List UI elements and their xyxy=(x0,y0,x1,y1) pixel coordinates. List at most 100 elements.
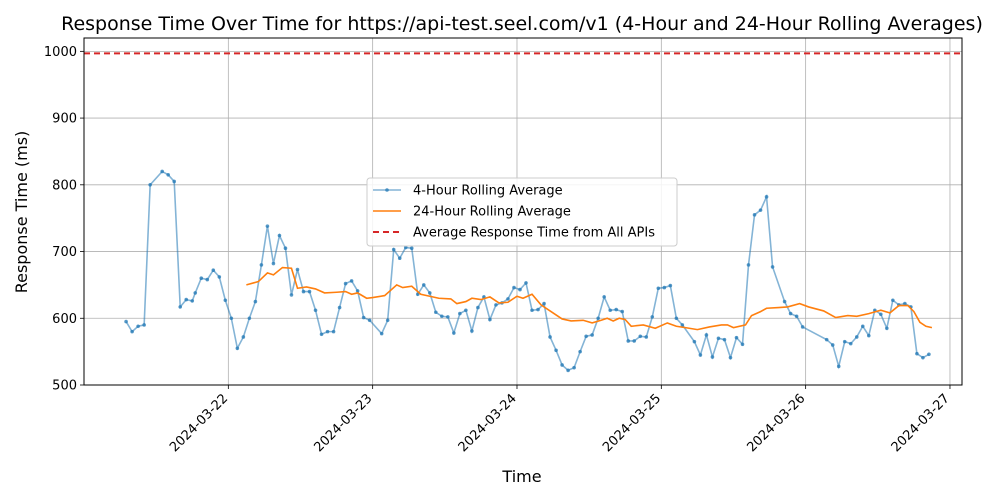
rolling-4h-point xyxy=(644,335,649,339)
rolling-4h-point xyxy=(860,324,865,329)
rolling-4h-point xyxy=(271,261,276,266)
rolling-4h-point xyxy=(385,318,390,323)
rolling-4h-point xyxy=(301,289,306,294)
rolling-4h-point xyxy=(476,305,480,310)
rolling-4h-point xyxy=(277,233,282,238)
rolling-4h-point xyxy=(548,335,552,339)
rolling-4h-point xyxy=(403,245,408,250)
rolling-4h-point xyxy=(367,318,372,323)
rolling-4h-point xyxy=(397,256,402,261)
series-layer xyxy=(84,52,962,373)
rolling-4h-point xyxy=(337,305,342,310)
rolling-4h-point xyxy=(421,283,426,287)
rolling-4h-point xyxy=(494,303,498,307)
rolling-4h-point xyxy=(614,307,619,312)
rolling-4h-point xyxy=(379,331,384,336)
y-tick-label: 800 xyxy=(52,178,77,193)
rolling-4h-point xyxy=(295,267,300,272)
rolling-4h-point xyxy=(752,213,757,217)
rolling-4h-point xyxy=(361,315,366,320)
rolling-4h-point xyxy=(566,368,570,373)
rolling-4h-point xyxy=(866,333,871,338)
rolling-4h-point xyxy=(409,246,414,250)
rolling-4h-point xyxy=(710,355,715,359)
rolling-4h-point xyxy=(452,331,456,335)
rolling-4h-point xyxy=(656,286,661,291)
rolling-4h-point xyxy=(848,341,853,346)
rolling-4h-point xyxy=(824,337,829,342)
rolling-4h-point xyxy=(662,285,667,290)
rolling-4h-point xyxy=(608,308,612,313)
rolling-4h-point xyxy=(130,329,134,334)
y-tick-label: 700 xyxy=(52,245,77,260)
rolling-4h-point xyxy=(205,277,210,282)
rolling-4h-point xyxy=(632,339,637,343)
rolling-4h-point xyxy=(740,342,745,347)
x-axis-title: Time xyxy=(501,467,541,486)
rolling-4h-point xyxy=(560,363,564,367)
rolling-4h-point xyxy=(124,319,128,324)
rolling-4h-point xyxy=(758,208,763,212)
rolling-4h-point xyxy=(458,311,462,316)
rolling-4h-point xyxy=(542,301,546,306)
rolling-4h-point xyxy=(915,351,919,356)
rolling-4h-point xyxy=(734,335,739,340)
rolling-4h-point xyxy=(217,275,222,279)
rolling-4h-point xyxy=(427,291,432,295)
rolling-4h-point xyxy=(166,173,170,177)
rolling-4h-point xyxy=(289,293,294,297)
rolling-4h-point xyxy=(692,339,697,344)
rolling-4h-point xyxy=(253,299,258,304)
rolling-4h-point xyxy=(307,289,312,294)
rolling-4h-point xyxy=(524,281,528,285)
rolling-4h-point xyxy=(674,316,679,321)
y-tick-label: 500 xyxy=(52,379,77,394)
rolling-4h-point xyxy=(602,295,606,299)
rolling-4h-point xyxy=(184,297,189,302)
rolling-4h-point xyxy=(746,263,751,267)
legend: 4-Hour Rolling Average 24-Hour Rolling Av… xyxy=(366,177,678,247)
legend-24h-label: 24-Hour Rolling Average xyxy=(413,205,571,220)
rolling-4h-point xyxy=(722,337,727,342)
rolling-4h-point xyxy=(247,316,252,321)
rolling-4h-point xyxy=(879,312,883,317)
rolling-4h-point xyxy=(265,224,270,228)
rolling-4h-point xyxy=(836,364,841,369)
rolling-4h-point xyxy=(136,324,140,329)
y-tick-label: 1000 xyxy=(44,45,77,60)
rolling-4h-point xyxy=(764,195,769,199)
y-tick-label: 900 xyxy=(52,112,77,127)
rolling-4h-point xyxy=(584,334,588,339)
rolling-4h-point xyxy=(578,349,582,354)
rolling-4h-point xyxy=(355,289,360,293)
rolling-4h-point xyxy=(464,308,468,313)
rolling-4h-point xyxy=(927,352,931,357)
rolling-4h-point xyxy=(211,268,216,273)
rolling-4h-point xyxy=(903,301,907,306)
legend-box xyxy=(366,177,678,247)
rolling-4h-point xyxy=(512,285,516,290)
rolling-4h-point xyxy=(770,265,775,269)
rolling-4h-point xyxy=(530,308,534,313)
rolling-4h-point xyxy=(885,326,889,331)
rolling-4h-point xyxy=(349,279,354,283)
rolling-4h-point xyxy=(728,355,733,360)
rolling-4h-point xyxy=(572,365,576,370)
rolling-4h-point xyxy=(391,247,396,252)
rolling-4h-point xyxy=(440,314,444,319)
rolling-4h-point xyxy=(319,332,324,337)
rolling-4h-point xyxy=(506,297,510,301)
rolling-4h-line xyxy=(125,170,930,372)
rolling-4h-point xyxy=(325,329,330,334)
rolling-4h-point xyxy=(800,325,805,329)
rolling-4h-point xyxy=(921,355,925,360)
rolling-4h-point xyxy=(283,246,288,250)
rolling-4h-point xyxy=(668,283,673,288)
plot-frame xyxy=(83,37,963,386)
rolling-4h-point xyxy=(536,307,540,312)
rolling-4h-point xyxy=(343,281,348,286)
rolling-4h-point xyxy=(716,336,721,341)
rolling-4h-point xyxy=(313,308,318,313)
rolling-24h-line xyxy=(246,266,933,331)
